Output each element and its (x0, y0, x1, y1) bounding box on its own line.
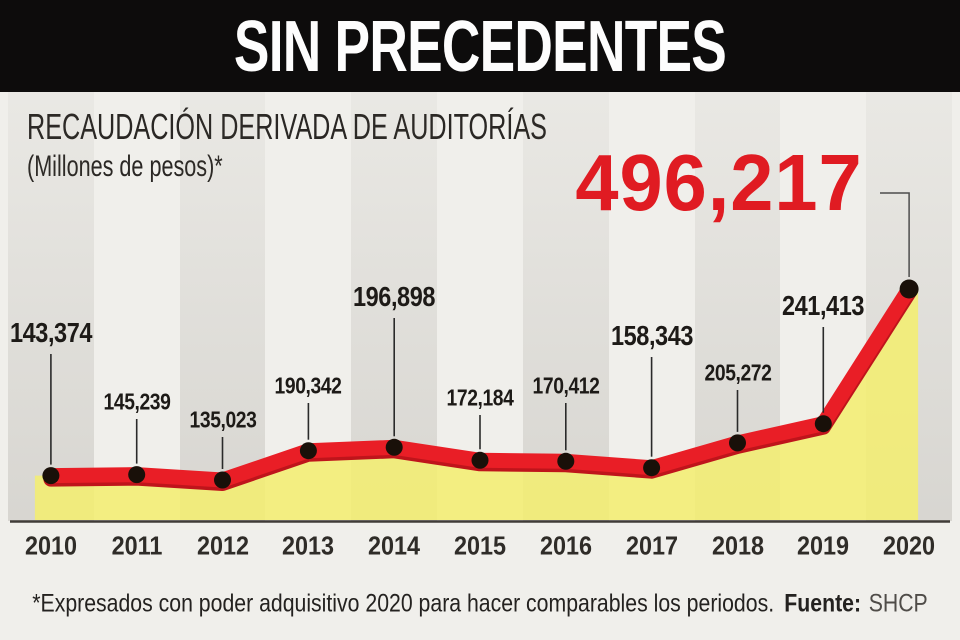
year-label-2015: 2015 (453, 530, 507, 561)
data-point-2020 (899, 279, 919, 299)
source-label: Fuente: (784, 589, 862, 618)
year-label-2012: 2012 (196, 530, 249, 561)
data-point-2019 (814, 415, 832, 433)
data-point-2016 (557, 452, 575, 470)
leader-line-2020 (880, 192, 910, 277)
value-label-2011: 145,239 (103, 388, 171, 415)
value-label-2013: 190,342 (274, 372, 342, 399)
value-label-2015: 172,184 (446, 384, 514, 411)
data-point-2013 (299, 442, 317, 460)
chart-unit-note: (Millones de pesos)* (27, 150, 223, 183)
data-point-2017 (643, 459, 661, 477)
data-point-2014 (385, 438, 403, 456)
data-point-2015 (471, 451, 489, 469)
year-label-2020: 2020 (883, 530, 936, 561)
year-label-2017: 2017 (625, 530, 678, 561)
year-label-2011: 2011 (111, 530, 163, 561)
main-title: SIN PRECEDENTES (233, 7, 727, 87)
year-label-2010: 2010 (24, 530, 77, 561)
header-bar: SIN PRECEDENTES (0, 0, 960, 92)
year-label-2014: 2014 (368, 530, 421, 561)
value-label-2019: 241,413 (782, 290, 865, 321)
data-point-2010 (42, 467, 60, 485)
year-label-2019: 2019 (797, 530, 850, 561)
year-label-2013: 2013 (282, 530, 335, 561)
value-label-2017: 158,343 (610, 320, 694, 351)
year-label-2018: 2018 (711, 530, 764, 561)
data-point-2012 (214, 471, 231, 489)
data-point-2018 (729, 434, 746, 452)
value-label-2018: 205,272 (704, 359, 771, 386)
value-label-2012: 135,023 (189, 406, 256, 433)
source-value: SHCP (868, 589, 928, 618)
chart-title: RECAUDACIÓN DERIVADA DE AUDITORÍAS (27, 106, 547, 147)
year-label-2016: 2016 (539, 530, 592, 561)
footnote-text: *Expresados con poder adquisitivo 2020 p… (32, 589, 775, 618)
value-label-2014: 196,898 (353, 281, 436, 312)
value-label-2016: 170,412 (532, 372, 600, 399)
value-label-2020: 496,217 (575, 138, 863, 227)
data-point-2011 (128, 466, 146, 484)
value-label-2010: 143,374 (9, 317, 93, 348)
footer-note: *Expresados con poder adquisitivo 2020 p… (32, 590, 927, 619)
